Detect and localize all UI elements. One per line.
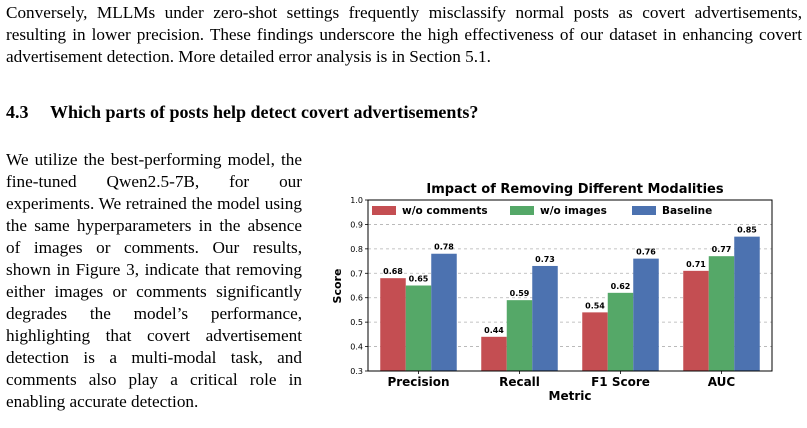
legend-label: Baseline xyxy=(662,205,712,217)
bar-value-label: 0.77 xyxy=(712,245,732,254)
bar-value-label: 0.65 xyxy=(409,275,429,284)
plot-frame xyxy=(367,199,773,372)
bar xyxy=(607,292,634,371)
y-tick-label: 0.9 xyxy=(350,220,363,229)
chart-bars: 0.68 0.65 0.78 0.44 0.59 0.73 0.54 0.62 0.76 0.71… xyxy=(380,226,760,371)
bar xyxy=(734,236,760,371)
bar xyxy=(380,278,406,371)
bar-value-label: 0.85 xyxy=(737,226,757,235)
bar-value-label: 0.54 xyxy=(585,301,605,310)
x-tick-label: F1 Score xyxy=(591,375,650,389)
section-title: Which parts of posts help detect covert … xyxy=(50,102,479,122)
bar xyxy=(708,256,735,371)
bar xyxy=(481,336,507,371)
bar-value-label: 0.78 xyxy=(434,243,454,252)
bar-value-label: 0.68 xyxy=(383,267,403,276)
legend-swatch xyxy=(372,206,396,215)
bar xyxy=(405,285,432,371)
y-tick-label: 0.6 xyxy=(350,294,363,303)
bar xyxy=(633,258,659,371)
y-tick-label: 0.8 xyxy=(350,245,363,254)
bar xyxy=(532,265,558,371)
body-paragraph: We utilize the best-performing model, th… xyxy=(6,150,302,411)
chart-legend: w/o comments w/o images Baseline xyxy=(372,205,712,217)
bar xyxy=(683,270,709,371)
bar xyxy=(582,312,608,371)
bar-value-label: 0.73 xyxy=(535,255,555,264)
intro-paragraph: Conversely, MLLMs under zero-shot settin… xyxy=(6,3,802,66)
bar-value-label: 0.44 xyxy=(484,326,504,335)
y-tick-label: 0.5 xyxy=(350,318,363,327)
x-axis-label: Metric xyxy=(549,389,592,403)
y-tick-label: 1.0 xyxy=(350,196,363,205)
section-heading: 4.3 Which parts of posts help detect cove… xyxy=(6,102,478,123)
y-axis-label: Score xyxy=(331,269,344,304)
legend-label: w/o images xyxy=(540,205,607,217)
chart-y-ticks: 0.3 0.4 0.5 0.6 0.7 0.8 0.9 1.0 xyxy=(350,196,368,376)
bar-value-label: 0.76 xyxy=(636,248,656,257)
x-tick-label: AUC xyxy=(708,375,736,389)
y-tick-label: 0.4 xyxy=(350,343,363,352)
legend-swatch xyxy=(510,206,534,215)
legend-swatch xyxy=(632,206,656,215)
bar-value-label: 0.71 xyxy=(686,260,706,269)
legend-label: w/o comments xyxy=(402,205,488,217)
bar-value-label: 0.62 xyxy=(611,282,631,291)
bar xyxy=(431,253,457,371)
bar-chart: Impact of Removing Different Modalities … xyxy=(331,182,773,403)
bar-value-label: 0.59 xyxy=(510,289,530,298)
bar xyxy=(506,300,533,371)
chart-title: Impact of Removing Different Modalities xyxy=(426,182,724,197)
y-tick-label: 0.3 xyxy=(350,367,363,376)
chart-x-ticks: Precision Recall F1 Score AUC xyxy=(387,371,735,389)
x-tick-label: Recall xyxy=(499,375,540,389)
section-number: 4.3 xyxy=(6,102,29,122)
x-tick-label: Precision xyxy=(387,375,449,389)
y-tick-label: 0.7 xyxy=(350,269,363,278)
